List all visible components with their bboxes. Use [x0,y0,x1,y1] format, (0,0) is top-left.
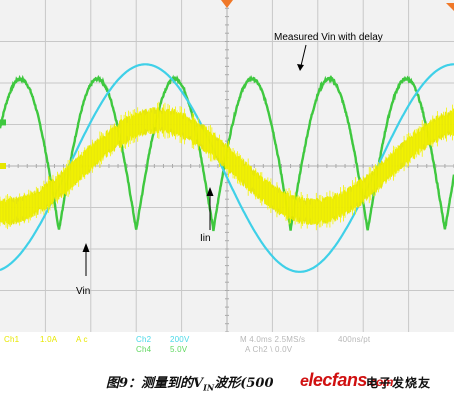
ch1-scale: 1.0A [40,335,58,344]
iin-label: Iin [200,233,211,244]
ch4-scale: 5.0V [170,345,188,354]
figure-caption: 图9：测量到的VIN波形(500 elecfans.com 电子发烧友 [0,366,454,394]
vin-label: Vin [76,286,91,297]
watermark-text: 电子发烧友 [366,376,432,390]
measured-arrow-icon [297,44,307,71]
graticule [0,0,454,332]
trigger-readout: A Ch2 \ 0.0V [245,345,293,354]
channel-markers [0,0,454,169]
timebase-readout: M 4.0ms 2.5MS/s [240,335,306,344]
ch1-label: Ch1 [4,335,20,344]
ch4-level-marker [0,119,6,126]
ch4-label: Ch4 [136,345,152,354]
measured-vin-label: Measured Vin with delay [274,32,383,43]
trigger-position-marker [221,0,233,8]
ch1-level-marker [0,163,6,169]
waveform-traces [0,63,454,273]
watermark-logo: elecfans.com [300,370,393,390]
iin-arrow-icon [206,187,214,230]
record-readout: 400ns/pt [338,335,371,344]
oscilloscope-screen [0,0,454,332]
trigger-level-marker [446,3,454,11]
vin-arrow-icon [82,243,90,276]
ch2-label: Ch2 [136,335,152,344]
caption-text: 图9：测量到的VIN波形(500 [106,376,274,393]
ch2-scale: 200V [170,335,190,344]
ch1-coupling: A c [76,335,88,344]
